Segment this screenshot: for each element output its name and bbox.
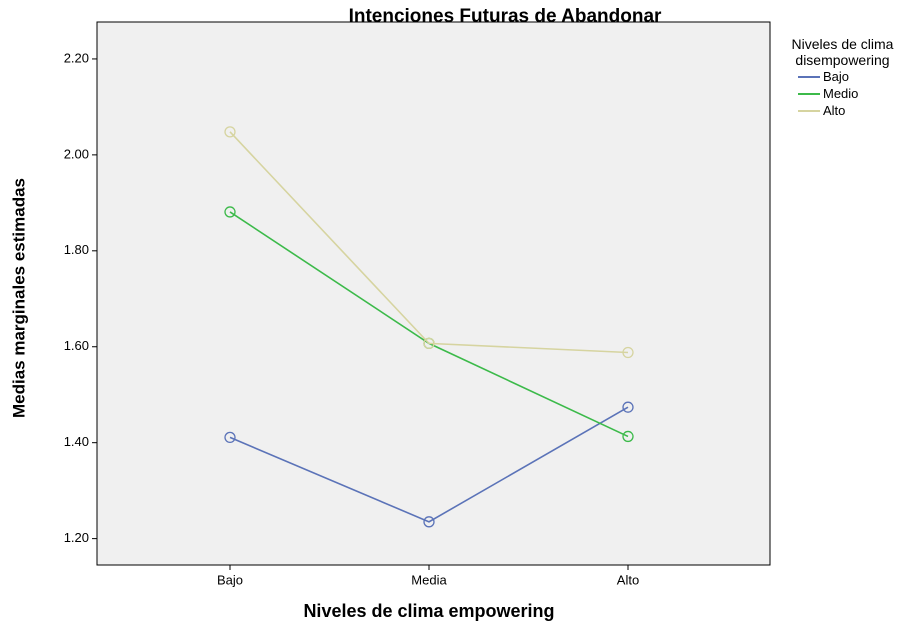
legend-label: Medio [823,86,859,101]
data-point [622,430,634,443]
legend-entry: Medio [798,85,910,102]
legend-label: Bajo [823,69,850,84]
data-point [423,337,435,350]
y-tick-label: 1.60 [64,338,89,353]
chart-title: Intenciones Futuras de Abandonar [349,6,662,27]
legend-entry: Alto [798,102,910,119]
y-tick-label: 1.20 [64,530,89,545]
plot-area [96,21,771,566]
x-tick-label: Media [411,572,447,587]
legend-title: Niveles de clima disempowering [791,36,894,68]
series-line [229,131,629,354]
y-tick-label: 2.00 [64,146,89,161]
x-axis-label: Niveles de clima empowering [303,601,554,621]
legend-swatch [798,75,820,78]
y-tick-label: 2.20 [64,50,89,65]
legend-entry: Bajo [798,68,910,85]
x-tick-label: Bajo [217,572,243,587]
data-point [622,401,634,413]
data-point [224,206,236,218]
legend-swatch [798,109,820,112]
data-point [224,126,236,138]
y-tick-label: 1.80 [64,242,89,257]
series-line [229,406,629,523]
legend-label: Alto [823,103,846,118]
data-point [622,346,634,359]
data-point [224,431,236,444]
data-point [423,516,435,528]
legend-swatch [798,92,820,95]
x-tick-label: Alto [617,572,639,587]
legend: Niveles de clima disempowering Bajo Medio… [780,36,910,119]
y-tick-label: 1.40 [64,434,89,449]
y-axis-label: Medias marginales estimadas [9,178,28,418]
